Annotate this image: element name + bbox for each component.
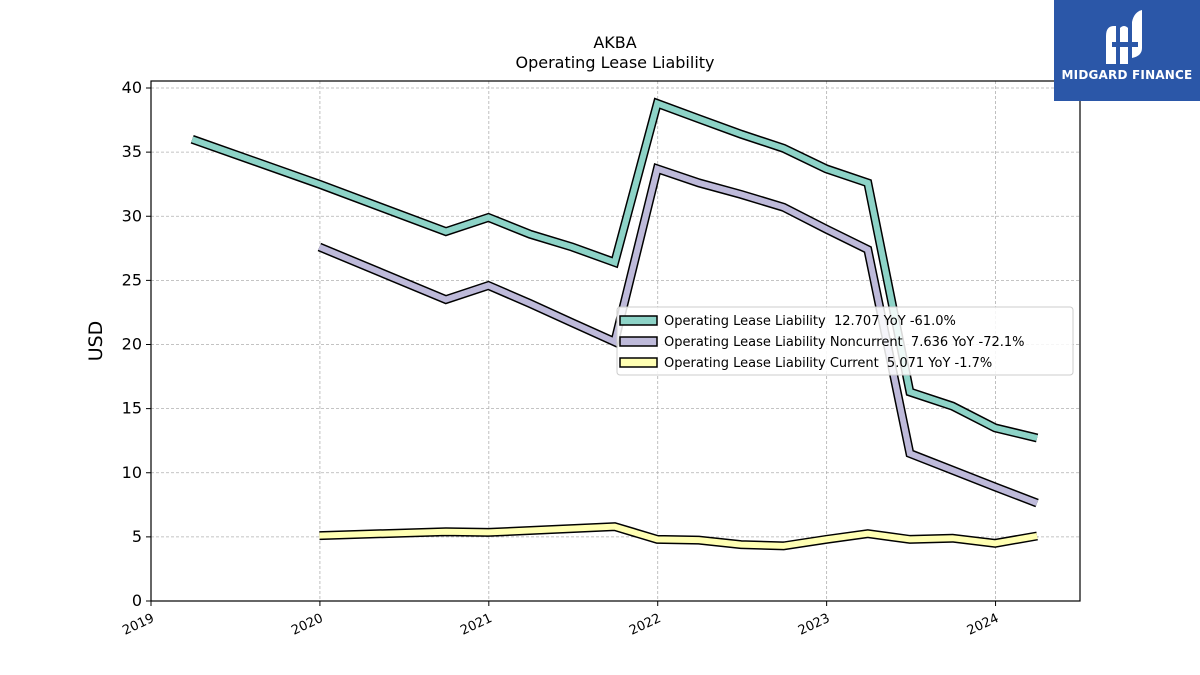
legend-entry: Operating Lease Liability 12.707 YoY -61… — [664, 314, 956, 329]
y-tick-label: 5 — [132, 527, 142, 546]
brand-name: MIDGARD FINANCE — [1061, 68, 1193, 82]
legend: Operating Lease Liability 12.707 YoY -61… — [616, 306, 1074, 376]
legend-swatch — [619, 357, 658, 368]
y-tick-label: 15 — [122, 399, 142, 418]
x-tick-label: 2020 — [289, 611, 325, 639]
legend-entry: Operating Lease Liability Noncurrent 7.6… — [664, 335, 1025, 350]
plot-frame — [150, 80, 1081, 602]
chart-title: AKBA — [593, 33, 636, 52]
legend-entry: Operating Lease Liability Current 5.071 … — [664, 356, 992, 371]
y-tick-label: 0 — [132, 591, 142, 610]
y-tick-label: 30 — [122, 206, 142, 225]
x-tick-label: 2024 — [965, 611, 1001, 639]
midgard-logo-icon — [1106, 10, 1142, 64]
series-line-1 — [318, 164, 1039, 506]
x-tick-label: 2021 — [458, 611, 494, 639]
series-line-2 — [319, 523, 1038, 549]
y-tick-label: 35 — [122, 142, 142, 161]
x-tick-label: 2019 — [120, 611, 156, 639]
x-tick-label: 2022 — [627, 611, 663, 639]
y-tick-label: 40 — [122, 78, 142, 97]
series-layer — [190, 97, 1039, 551]
y-axis-label: USD — [85, 321, 107, 362]
brand-logo: MIDGARD FINANCE — [1054, 0, 1200, 101]
x-tick-label: 2023 — [796, 611, 832, 639]
y-tick-label: 20 — [122, 335, 142, 354]
series-line-0 — [191, 99, 1038, 441]
chart-subtitle: Operating Lease Liability — [515, 53, 714, 72]
y-tick-label: 10 — [122, 463, 142, 482]
legend-swatch — [619, 315, 658, 326]
legend-box — [616, 306, 1074, 376]
y-tick-label: 25 — [122, 270, 142, 289]
legend-swatch — [619, 336, 658, 347]
